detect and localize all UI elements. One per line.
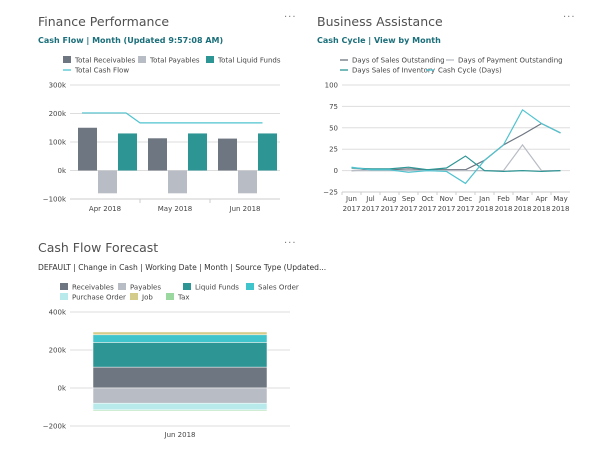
y-tick-label: 200k (49, 110, 67, 118)
x-tick-label: 2017 (381, 205, 399, 213)
bar-segment-tax (92, 409, 268, 412)
legend-label: Days Sales of Inventory (352, 67, 435, 75)
line-total-cash-flow (82, 112, 263, 124)
legend-label: Cash Cycle (Days) (438, 67, 502, 75)
x-tick-label: Jun 2018 (229, 205, 261, 213)
x-tick-label: May (553, 195, 567, 203)
x-tick-label: Jan (478, 195, 490, 203)
bar-total-payables (238, 170, 257, 194)
legend-label: Days of Sales Outstanding (352, 57, 445, 65)
legend-label: Purchase Order (72, 294, 126, 302)
forecast-title: Cash Flow Forecast (38, 240, 159, 255)
y-tick-label: 0k (57, 167, 66, 175)
bar-total-liquid-funds (258, 133, 277, 171)
y-tick-label: 50 (329, 124, 338, 132)
legend-label: Total Payables (149, 57, 200, 65)
legend-label: Payables (130, 284, 161, 292)
legend-swatch-icon (166, 293, 174, 300)
forecast-subtitle[interactable]: DEFAULT | Change in Cash | Working Date … (38, 263, 327, 272)
x-tick-label: May 2018 (158, 205, 193, 213)
y-tick-label: 400k (49, 309, 67, 317)
x-tick-label: Jun (345, 195, 357, 203)
x-tick-label: Nov (440, 195, 454, 203)
bar-segment-sales-order (92, 334, 268, 343)
x-tick-label: 2017 (438, 205, 456, 213)
legend-swatch-icon (138, 56, 146, 63)
x-tick-label: 2018 (476, 205, 494, 213)
forecast-more-button[interactable]: ··· (284, 238, 297, 249)
legend-label: Tax (177, 294, 190, 302)
legend-swatch-icon (206, 56, 214, 63)
legend-swatch-icon (63, 56, 71, 63)
legend-label: Sales Order (258, 284, 299, 292)
legend-label: Total Receivables (74, 57, 136, 65)
y-tick-label: −200k (43, 423, 67, 431)
finance-subtitle[interactable]: Cash Flow | Month (Updated 9:57:08 AM) (38, 36, 224, 45)
bar-total-payables (168, 170, 187, 194)
x-tick-label: Dec (459, 195, 473, 203)
legend-swatch-icon (246, 283, 254, 290)
bar-total-liquid-funds (188, 133, 207, 171)
legend-swatch-icon (130, 293, 138, 300)
x-tick-label: 2017 (457, 205, 475, 213)
business-subtitle[interactable]: Cash Cycle | View by Month (317, 36, 441, 45)
line-days-of-sales-outstanding (351, 122, 561, 172)
x-tick-label: Feb (497, 195, 510, 203)
bar-segment-payables (92, 387, 268, 404)
legend-swatch-icon (60, 293, 68, 300)
legend-label: Total Liquid Funds (217, 57, 281, 65)
x-tick-label: 2017 (400, 205, 418, 213)
business-title: Business Assistance (317, 14, 443, 29)
x-tick-label: 2018 (514, 205, 532, 213)
line-days-sales-of-inventory (351, 155, 561, 173)
bar-total-receivables (78, 127, 97, 171)
x-tick-label: Mar (516, 195, 529, 203)
bar-segment-purchase-order (92, 402, 268, 411)
x-tick-label: 2017 (419, 205, 437, 213)
y-tick-label: 100 (325, 82, 338, 90)
y-tick-label: 100k (49, 139, 67, 147)
legend-label: Total Cash Flow (74, 67, 129, 75)
bar-segment-receivables (92, 366, 268, 389)
x-tick-label: 2018 (533, 205, 551, 213)
business-more-button[interactable]: ··· (563, 12, 576, 23)
y-tick-label: 25 (329, 146, 338, 154)
y-tick-label: −25 (323, 189, 338, 197)
x-tick-label: Apr 2018 (89, 205, 121, 213)
bar-total-receivables (148, 138, 167, 171)
legend-label: Receivables (72, 284, 114, 292)
bar-total-liquid-funds (118, 133, 137, 171)
x-tick-label: 2018 (552, 205, 570, 213)
legend-label: Days of Payment Outstanding (458, 57, 563, 65)
x-tick-label: 2017 (362, 205, 380, 213)
legend-swatch-icon (60, 283, 68, 290)
legend-swatch-icon (183, 283, 191, 290)
bar-total-payables (98, 170, 117, 194)
x-tick-label: Jul (365, 195, 375, 203)
y-tick-label: 0 (334, 167, 338, 175)
y-tick-label: 75 (329, 103, 338, 111)
x-tick-label: Oct (421, 195, 433, 203)
y-tick-label: 300k (49, 82, 67, 90)
finance-more-button[interactable]: ··· (284, 12, 297, 23)
line-days-of-payment-outstanding (351, 143, 561, 172)
bar-segment-job (92, 331, 268, 336)
legend-label: Job (141, 294, 153, 302)
x-tick-label: Jun 2018 (164, 431, 196, 439)
legend-swatch-icon (118, 283, 126, 290)
x-tick-label: 2017 (343, 205, 361, 213)
bar-segment-liquid-funds (92, 342, 268, 368)
x-tick-label: Aug (383, 195, 397, 203)
y-tick-label: 0k (57, 385, 66, 393)
line-cash-cycle-days- (351, 108, 561, 185)
bar-total-receivables (218, 138, 237, 171)
legend-label: Liquid Funds (195, 284, 239, 292)
x-tick-label: 2018 (495, 205, 513, 213)
x-tick-label: Apr (535, 195, 547, 203)
y-tick-label: −100k (43, 196, 67, 204)
finance-title: Finance Performance (38, 14, 170, 29)
x-tick-label: Sep (402, 195, 416, 203)
y-tick-label: 200k (49, 347, 67, 355)
